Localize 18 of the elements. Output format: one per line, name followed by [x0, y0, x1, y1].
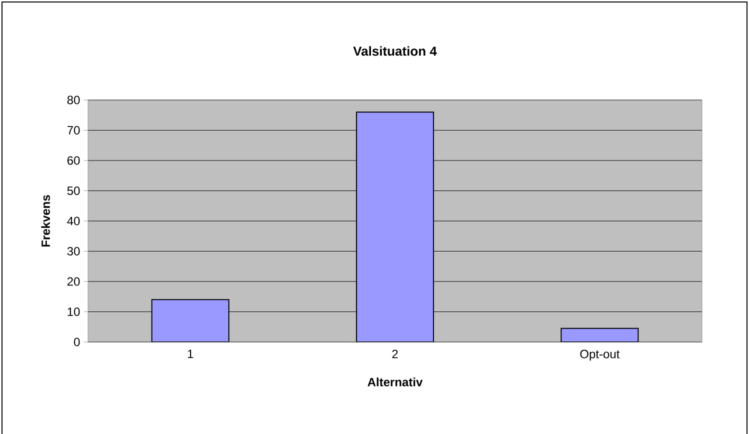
- bar: [356, 112, 434, 342]
- y-tick-label: 10: [68, 308, 80, 316]
- y-tick-label: 60: [67, 156, 80, 165]
- y-tick-label: 0: [74, 338, 80, 346]
- x-tick-label: 1: [188, 350, 194, 358]
- y-tick-label: 50: [67, 186, 80, 195]
- y-tick-label: 20: [67, 277, 80, 286]
- y-tick-label: 70: [67, 126, 80, 134]
- y-tick-label: 40: [67, 216, 80, 226]
- bar: [560, 328, 639, 342]
- y-axis-title: Frekvens: [41, 195, 50, 247]
- y-tick-label: 80: [67, 96, 80, 104]
- x-tick-label: 2: [392, 350, 398, 358]
- x-tick-label: Opt-out: [580, 350, 620, 361]
- bar: [151, 299, 230, 342]
- y-tick-label: 30: [67, 247, 80, 256]
- x-axis-title: Alternativ: [368, 378, 423, 386]
- chart-title: Valsituation 4: [353, 46, 437, 56]
